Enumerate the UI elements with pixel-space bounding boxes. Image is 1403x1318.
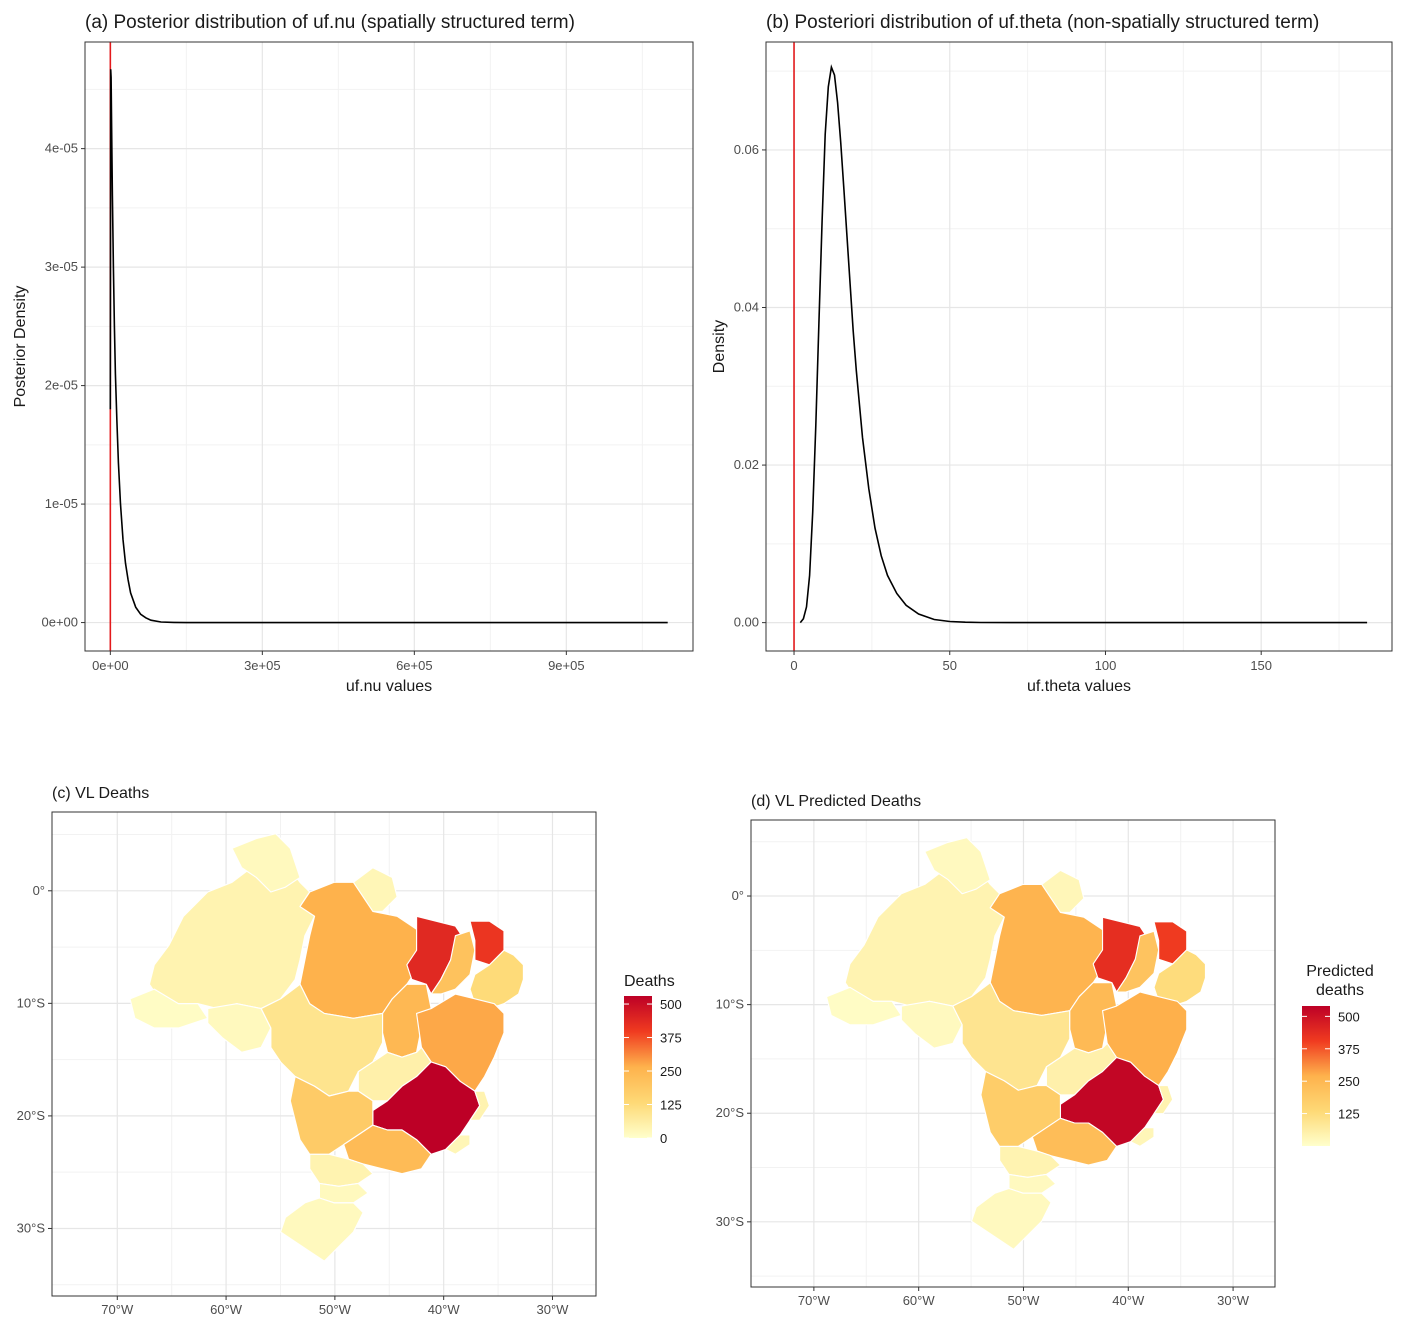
legend-label: 125 [1338, 1107, 1360, 1122]
y-tick-label: 0.04 [734, 300, 759, 315]
legend-label: 375 [1338, 1042, 1360, 1057]
x-tick-label: 150 [1250, 658, 1272, 673]
y-tick-label: 0.06 [734, 142, 759, 157]
legend-label: 250 [660, 1064, 682, 1079]
state-rio-de-janeiro [1130, 1127, 1155, 1147]
y-tick-label: 0° [33, 883, 45, 898]
state-piaui [430, 930, 476, 995]
x-tick-label: 0 [790, 658, 797, 673]
y-tick-label: 10°S [716, 997, 745, 1012]
y-axis-label: Density [711, 320, 728, 373]
y-tick-label: 30°S [17, 1220, 46, 1235]
x-tick-label: 30°W [537, 1302, 570, 1317]
y-tick-label: 4e-05 [45, 141, 78, 156]
legend: Deaths 500 375 250 125 0 [624, 973, 682, 1146]
plot-frame [765, 41, 1393, 652]
legend-label: 500 [1338, 1009, 1360, 1024]
y-tick-label: 10°S [17, 995, 46, 1010]
x-axis-label: uf.nu values [346, 678, 432, 695]
state-rio-de-janeiro [445, 1134, 471, 1155]
x-tick-label: 70°W [101, 1302, 134, 1317]
x-axis-label: uf.theta values [1027, 678, 1131, 695]
legend-colorbar [1302, 1006, 1330, 1146]
map-title: (d) VL Predicted Deaths [751, 793, 921, 810]
map-frame [51, 811, 597, 1297]
legend-colorbar [624, 996, 652, 1138]
panel-c: (c) VL Deaths 70°W 60°W 50°W 40°W 30°W 0° 10°S 2… [17, 785, 682, 1317]
legend: Predicted deaths 500 375 250 125 [1302, 963, 1374, 1146]
states-layer [129, 833, 525, 1262]
legend-label: 500 [660, 997, 682, 1012]
chart-title: (b) Posteriori distribution of uf.theta … [766, 12, 1319, 33]
x-tick-label: 50 [943, 658, 957, 673]
y-tick-label: 0.02 [734, 457, 759, 472]
legend-title: Predicted [1306, 963, 1374, 980]
x-tick-label: 9e+05 [548, 658, 585, 673]
plot-frame [84, 41, 694, 652]
panel-d: (d) VL Predicted Deaths 70°W 60°W 50°W 40°W 3… [716, 793, 1374, 1308]
x-tick-label: 70°W [798, 1293, 831, 1308]
state-parana [999, 1145, 1061, 1178]
y-tick-label: 20°S [716, 1105, 745, 1120]
state-piaui [1116, 930, 1160, 993]
legend-title: Deaths [624, 973, 675, 990]
state-rio-grande-sul [279, 1197, 364, 1262]
state-rio-grande-sul [970, 1187, 1052, 1250]
map-title: (c) VL Deaths [52, 785, 149, 802]
state-rn-pb-pe-al-se [1153, 949, 1207, 1007]
x-tick-label: 50°W [1008, 1293, 1041, 1308]
panel-b: (b) Posteriori distribution of uf.theta … [711, 12, 1393, 695]
state-espirito-santo [1153, 1085, 1174, 1115]
y-tick-label: 0e+00 [41, 615, 78, 630]
y-tick-label: 30°S [716, 1214, 745, 1229]
x-tick-label: 50°W [319, 1302, 352, 1317]
density-curve [109, 69, 668, 624]
x-tick-label: 30°W [1217, 1293, 1250, 1308]
state-espirito-santo [469, 1090, 491, 1121]
state-roraima [231, 833, 301, 893]
legend-title: deaths [1316, 982, 1364, 999]
legend-label: 125 [660, 1098, 682, 1113]
y-axis-label: Posterior Density [12, 286, 29, 408]
map-frame [750, 819, 1276, 1288]
y-tick-label: 0.00 [734, 615, 759, 630]
y-tick-label: 3e-05 [45, 259, 78, 274]
chart-title: (a) Posterior distribution of uf.nu (spa… [85, 12, 575, 33]
y-tick-label: 1e-05 [45, 496, 78, 511]
y-tick-label: 0° [732, 888, 744, 903]
x-tick-label: 6e+05 [396, 658, 433, 673]
x-tick-label: 3e+05 [244, 658, 281, 673]
x-tick-label: 40°W [1112, 1293, 1145, 1308]
x-tick-label: 0e+00 [92, 658, 129, 673]
states-layer [825, 837, 1207, 1250]
state-parana [309, 1153, 374, 1187]
state-rondonia [900, 1000, 963, 1049]
x-tick-label: 60°W [903, 1293, 936, 1308]
y-tick-label: 20°S [17, 1108, 46, 1123]
state-rn-pb-pe-al-se [469, 949, 525, 1010]
density-curve [799, 64, 1368, 624]
state-rondonia [207, 1003, 272, 1053]
panel-a: (a) Posterior distribution of uf.nu (spa… [12, 12, 694, 695]
state-roraima [924, 837, 991, 895]
legend-label: 375 [660, 1031, 682, 1046]
x-tick-label: 60°W [210, 1302, 243, 1317]
legend-label: 250 [1338, 1074, 1360, 1089]
y-tick-label: 2e-05 [45, 378, 78, 393]
legend-label: 0 [660, 1131, 667, 1146]
x-tick-label: 100 [1095, 658, 1117, 673]
x-tick-label: 40°W [428, 1302, 461, 1317]
